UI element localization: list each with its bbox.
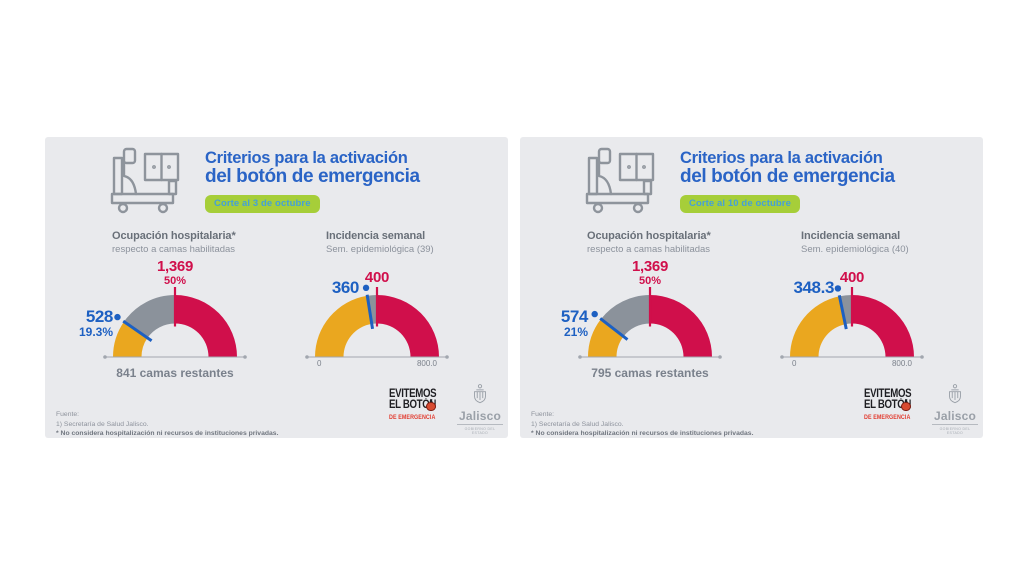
jalisco-emblem-icon — [949, 384, 961, 404]
jalisco-emblem-icon — [474, 384, 486, 404]
footnote-secretaria: 1) Secretaría de Salud Jalisco. — [531, 420, 624, 428]
footnote-fuente: Fuente: — [56, 411, 80, 418]
date-cutoff-badge: Corte al 3 de octubre — [205, 195, 320, 214]
beds-remaining-caption: 841 camas restantes — [116, 366, 234, 380]
occupancy-heading: Ocupación hospitalaria* — [112, 230, 236, 242]
occupancy-heading: Ocupación hospitalaria* — [587, 230, 711, 242]
footnote-disclaimer: * No considera hospitalización ni recurs… — [56, 430, 279, 438]
occupancy-current-label: 528 19.3% — [78, 307, 113, 339]
hospital-bed-icon — [585, 147, 655, 214]
incidence-gauge-chart — [305, 284, 449, 359]
footnote-secretaria: 1) Secretaría de Salud Jalisco. — [56, 420, 149, 428]
incidence-axis-max: 800.0 — [891, 359, 912, 368]
source-footnote: Fuente: 1) Secretaría de Salud Jalisco. … — [531, 410, 831, 439]
emergency-button-icon — [901, 401, 911, 411]
card-title-line2: del botón de emergencia — [680, 166, 895, 188]
incidence-threshold-label: 400 — [839, 269, 865, 286]
incidence-axis-min: 0 — [792, 359, 797, 368]
jalisco-government-logo: Jalisco GOBIERNO DEL ESTADO — [453, 383, 507, 435]
occupancy-subheading: respecto a camas habilitadas — [587, 244, 711, 255]
source-footnote: Fuente: 1) Secretaría de Salud Jalisco. … — [56, 410, 356, 439]
beds-remaining-caption: 795 camas restantes — [591, 366, 709, 380]
occupancy-gauge-chart — [578, 287, 722, 359]
occupancy-section-header: Ocupación hospitalaria* respecto a camas… — [587, 230, 711, 255]
incidence-threshold-label: 400 — [364, 269, 390, 286]
occupancy-threshold-label: 1,369 50% — [156, 258, 194, 287]
evitemos-el-boton-logo: EVITEMOS EL BOTÓN DE EMERGENCIA — [389, 388, 437, 421]
incidence-current-label: 360 — [331, 278, 360, 297]
footnote-disclaimer: * No considera hospitalización ni recurs… — [531, 430, 754, 438]
occupancy-section-header: Ocupación hospitalaria* respecto a camas… — [112, 230, 236, 255]
incidence-subheading: Sem. epidemiológica (39) — [326, 244, 434, 255]
incidence-axis-min: 0 — [317, 359, 322, 368]
jalisco-government-logo: Jalisco GOBIERNO DEL ESTADO — [928, 383, 982, 435]
incidence-subheading: Sem. epidemiológica (40) — [801, 244, 909, 255]
occupancy-threshold-label: 1,369 50% — [631, 258, 669, 287]
occupancy-current-label: 574 21% — [560, 307, 589, 339]
occupancy-gauge-chart — [103, 287, 247, 359]
emergency-button-icon — [426, 401, 436, 411]
incidence-heading: Incidencia semanal — [326, 230, 426, 242]
evitemos-el-boton-logo: EVITEMOS EL BOTÓN DE EMERGENCIA — [864, 388, 912, 421]
incidence-section-header: Incidencia semanal Sem. epidemiológica (… — [326, 230, 434, 255]
report-card-oct-10: Criterios para la activación del botón d… — [520, 137, 983, 438]
incidence-heading: Incidencia semanal — [801, 230, 901, 242]
report-card-oct-3: Criterios para la activación del botón d… — [45, 137, 508, 438]
incidence-axis-max: 800.0 — [416, 359, 437, 368]
occupancy-subheading: respecto a camas habilitadas — [112, 244, 236, 255]
card-title-line2: del botón de emergencia — [205, 166, 420, 188]
incidence-current-label: 348.3 — [793, 278, 834, 297]
card-title-line1: Criterios para la activación — [205, 149, 408, 167]
footnote-fuente: Fuente: — [531, 411, 555, 418]
card-title-line1: Criterios para la activación — [680, 149, 883, 167]
date-cutoff-badge: Corte al 10 de octubre — [680, 195, 800, 214]
incidence-section-header: Incidencia semanal Sem. epidemiológica (… — [801, 230, 909, 255]
hospital-bed-icon — [110, 147, 180, 214]
incidence-gauge-chart — [780, 285, 924, 359]
